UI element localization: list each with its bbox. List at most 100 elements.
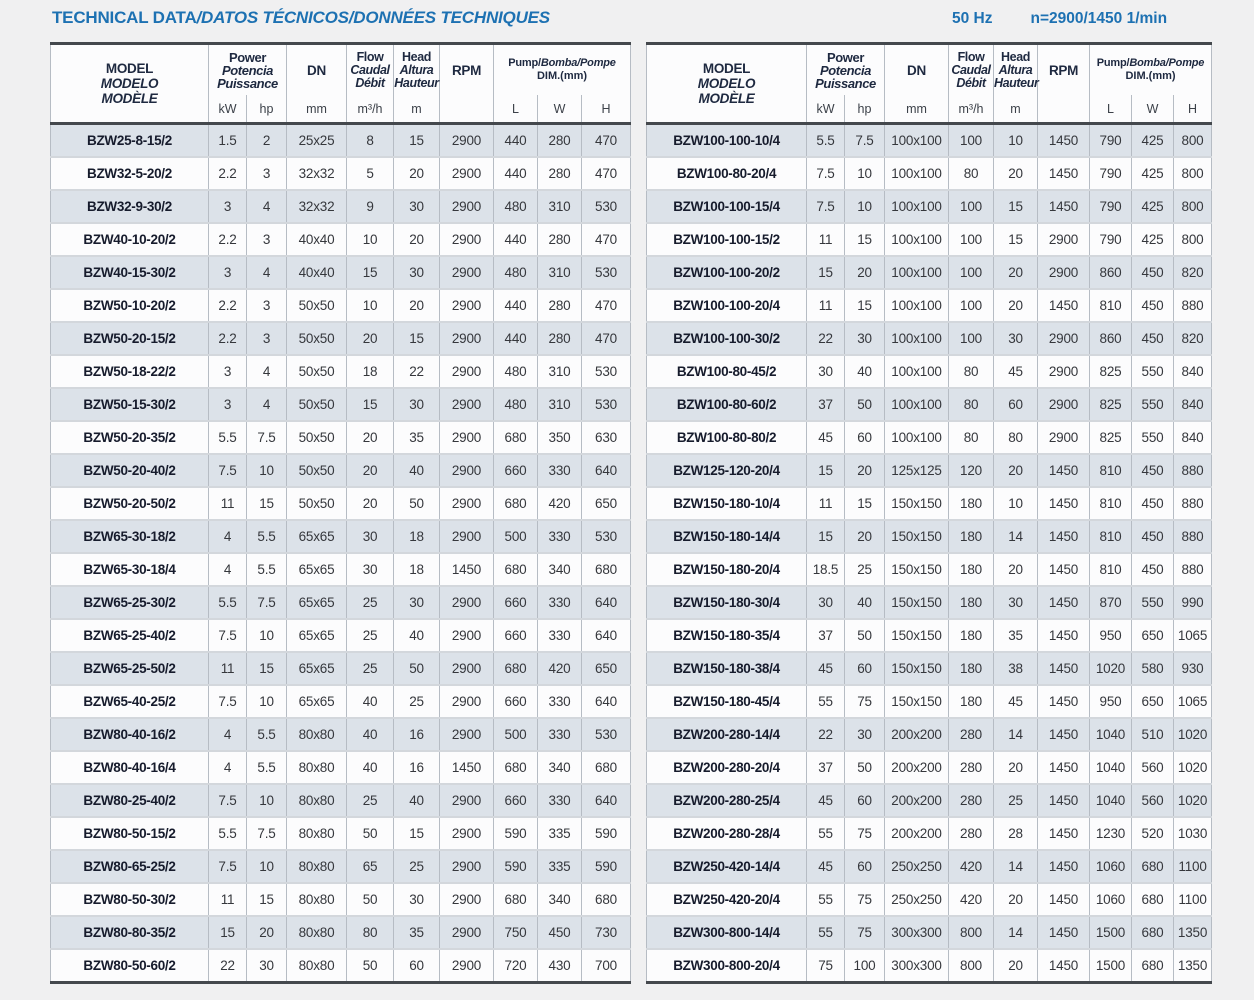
value-cell: 10 [993,486,1038,520]
value-cell: 1060 [1089,882,1132,916]
value-cell: 15 [806,255,845,289]
value-cell: 45 [993,354,1038,388]
unit-w: W [1131,95,1174,124]
value-cell: 1450 [1037,156,1090,190]
value-cell: 2900 [1037,255,1090,289]
value-cell: 1450 [1037,816,1090,850]
value-cell: 450 [1131,453,1174,487]
value-cell: 14 [993,519,1038,553]
value-cell: 180 [948,618,994,652]
value-cell: 65x65 [286,585,347,619]
value-cell: 640 [580,618,632,652]
value-cell: 330 [537,585,582,619]
value-cell: 50 [844,387,885,421]
value-cell: 1065 [1172,684,1213,718]
value-cell: 75 [844,684,885,718]
value-cell: 30 [246,948,287,983]
value-cell: 5.5 [246,750,287,784]
value-cell: 40 [346,717,394,751]
value-cell: 10 [246,783,287,817]
value-cell: 530 [580,717,632,751]
value-cell: 640 [580,684,632,718]
table-row: BZW25-8-15/2 1.5 2 25x25 8 15 2900 440 280 470 [50,122,632,157]
model-cell: BZW50-15-30/2 [50,387,209,421]
value-cell: 335 [537,849,582,883]
value-cell: 80 [948,420,994,454]
value-cell: 20 [993,453,1038,487]
value-cell: 640 [580,585,632,619]
value-cell: 280 [948,816,994,850]
value-cell: 100x100 [884,255,949,289]
value-cell: 1450 [439,750,494,784]
table-row: BZW100-100-30/2 22 30 100x100 100 30 2900 860 45… [646,321,1213,355]
value-cell: 470 [580,288,632,322]
value-cell: 40x40 [286,255,347,289]
value-cell: 50 [393,486,440,520]
col-header-model: MODEL MODELO MODÈLE [50,43,209,124]
value-cell: 330 [537,684,582,718]
value-cell: 1450 [1037,585,1090,619]
value-cell: 30 [393,189,440,223]
model-cell: BZW32-5-20/2 [50,156,209,190]
value-cell: 200x200 [884,750,949,784]
model-cell: BZW150-180-30/4 [646,585,807,619]
col-header-power: Power Potencia Puissance [806,43,885,95]
rpm-header: RPM [1048,62,1079,78]
value-cell: 8 [346,122,394,157]
value-cell: 310 [537,255,582,289]
value-cell: 125x125 [884,453,949,487]
value-cell: 950 [1089,684,1132,718]
table-row: BZW100-80-80/2 45 60 100x100 80 80 2900 825 550 8… [646,420,1213,454]
frequency-label: 50 Hz [952,10,993,27]
value-cell: 1450 [439,552,494,586]
value-cell: 1450 [1037,122,1090,157]
value-cell: 150x150 [884,651,949,685]
value-cell: 15 [346,387,394,421]
value-cell: 2900 [439,849,494,883]
value-cell: 3 [246,288,287,322]
value-cell: 800 [1172,122,1213,157]
value-cell: 20 [993,288,1038,322]
table-row: BZW65-25-40/2 7.5 10 65x65 25 40 2900 660 330 640 [50,618,632,652]
value-cell: 50 [346,816,394,850]
flow-header-es: Caudal [350,62,390,77]
value-cell: 150x150 [884,585,949,619]
model-cell: BZW40-15-30/2 [50,255,209,289]
value-cell: 1450 [1037,618,1090,652]
value-cell: 45 [806,849,845,883]
value-cell: 450 [1131,288,1174,322]
value-cell: 14 [993,849,1038,883]
model-cell: BZW25-8-15/2 [50,122,209,157]
value-cell: 50x50 [286,453,347,487]
flow-header-fr: Débit [355,75,385,90]
value-cell: 4 [246,354,287,388]
value-cell: 250x250 [884,882,949,916]
value-cell: 25 [393,684,440,718]
dim-header-line2: DIM.(mm) [536,70,588,82]
value-cell: 80 [948,156,994,190]
value-cell: 680 [493,882,538,916]
model-cell: BZW100-100-15/2 [646,222,807,256]
value-cell: 930 [1172,651,1213,685]
model-cell: BZW250-420-20/4 [646,882,807,916]
value-cell: 470 [580,222,632,256]
value-cell: 28 [993,816,1038,850]
value-cell: 20 [393,288,440,322]
value-cell: 420 [537,486,582,520]
table-row: BZW50-15-30/2 3 4 50x50 15 30 2900 480 310 530 [50,387,632,421]
value-cell: 1040 [1089,717,1132,751]
value-cell: 300x300 [884,948,949,983]
value-cell: 11 [806,486,845,520]
value-cell: 440 [493,156,538,190]
value-cell: 15 [393,122,440,157]
table-row: BZW150-180-10/4 11 15 150x150 180 10 1450 810 45… [646,486,1213,520]
value-cell: 430 [537,948,582,983]
value-cell: 10 [346,222,394,256]
model-cell: BZW50-18-22/2 [50,354,209,388]
value-cell: 5.5 [208,585,247,619]
value-cell: 680 [1131,882,1174,916]
power-header-en: Power [826,49,864,65]
value-cell: 800 [1172,222,1213,256]
value-cell: 7.5 [844,122,885,157]
value-cell: 25 [844,552,885,586]
